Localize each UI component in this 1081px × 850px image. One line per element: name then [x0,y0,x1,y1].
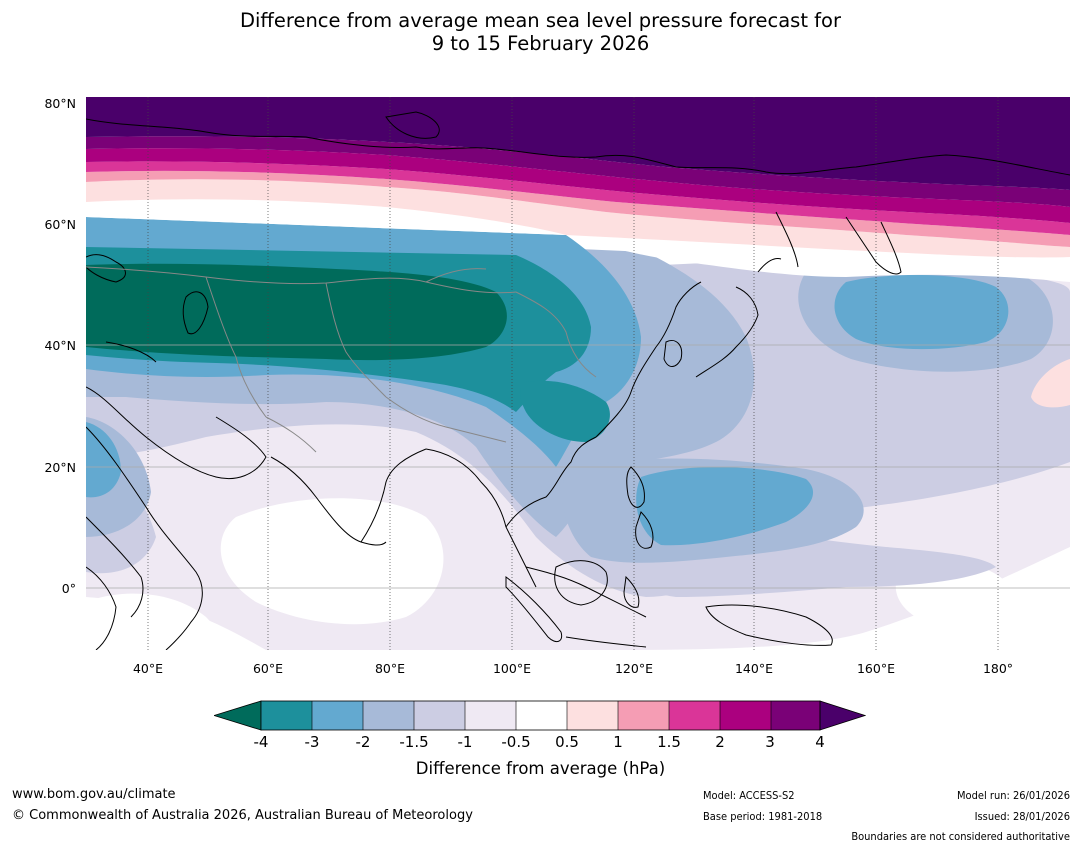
sky-blue-north-pacific [834,275,1009,350]
anomaly-band-dark-purple [86,97,1070,190]
colorbar-tick: -4 [253,733,269,751]
colorbar-tick: 1 [613,733,623,751]
colorbar-swatch [567,701,618,730]
map-title: Difference from average mean sea level p… [0,9,1081,55]
title-line-1: Difference from average mean sea level p… [240,9,841,32]
issued-text: Issued: 28/01/2026 [974,810,1070,823]
colorbar-tick: 4 [815,733,825,751]
colorbar [214,700,866,731]
lon-label-120e: 120°E [614,661,653,676]
anomaly-band-purple [86,136,1070,207]
teal-east-china [520,380,610,442]
colorbar-tick: -3 [304,733,320,751]
positive-patch-east-pacific [1031,359,1070,408]
colorbar-swatch [669,701,720,730]
lon-label-160e: 160°E [856,661,895,676]
lat-label-20n: 20°N [44,460,76,475]
colorbar-tick: 0.5 [555,733,579,751]
lon-label-60e: 60°E [252,661,284,676]
anomaly-band-pink [86,170,1070,247]
colorbar-tick: -2 [355,733,371,751]
anomaly-band-magenta [86,161,1070,235]
model-run-text: Model run: 26/01/2026 [957,789,1070,802]
colorbar-tick: -0.5 [501,733,531,751]
country-borders [86,266,597,453]
lon-label-140e: 140°E [734,661,773,676]
title-line-2: 9 to 15 February 2026 [431,32,650,55]
copyright-text: © Commonwealth of Australia 2026, Austra… [12,808,473,823]
lon-label-40e: 40°E [132,661,164,676]
neutral-band-north [86,199,566,235]
map-svg [86,97,1070,650]
colorbar-extend-high [819,700,866,731]
colorbar-tick: 3 [765,733,775,751]
neutral-patch-india [220,498,444,625]
colorbar-swatch [618,701,669,730]
lat-label-80n: 80°N [44,96,76,111]
colorbar-swatch [516,701,567,730]
coastlines [86,111,1070,650]
colorbar-tick: -1.5 [399,733,429,751]
lon-label-180: 180° [982,661,1014,676]
lat-gridlines [86,344,1070,589]
lon-label-80e: 80°E [374,661,406,676]
sky-blue-arabia [86,422,121,498]
anomaly-band-light-pink [86,179,1070,258]
base-period-text: Base period: 1981-2018 [703,810,823,823]
anomaly-band-dark-teal [86,263,507,361]
lat-label-40n: 40°N [44,338,76,353]
colorbar-extend-low [214,700,262,731]
colorbar-swatch [261,701,312,730]
anomaly-band-deep-magenta [86,148,1070,223]
lon-label-100e: 100°E [492,661,531,676]
colorbar-swatch [465,701,516,730]
lat-label-60n: 60°N [44,217,76,232]
lon-gridlines [147,97,999,650]
colorbar-swatch [414,701,465,730]
colorbar-label: Difference from average (hPa) [415,759,666,778]
colorbar-swatch [720,701,771,730]
colorbar-tick: -1 [457,733,473,751]
website-link[interactable]: www.bom.gov.au/climate [12,787,176,802]
pressure-anomaly-map [86,97,1070,650]
colorbar-tick: 1.5 [657,733,681,751]
neutral-patch-indian-ocean [86,593,217,650]
lat-label-equator: 0° [61,581,76,596]
colorbar-swatch [312,701,363,730]
disclaimer-text: Boundaries are not considered authoritat… [851,830,1070,843]
neutral-band-north-east [566,235,1070,282]
colorbar-tick: 2 [715,733,725,751]
model-text: Model: ACCESS-S2 [703,789,795,802]
colorbar-swatch [771,701,820,730]
sky-blue-philippines [636,467,814,546]
colorbar-swatch [363,701,414,730]
